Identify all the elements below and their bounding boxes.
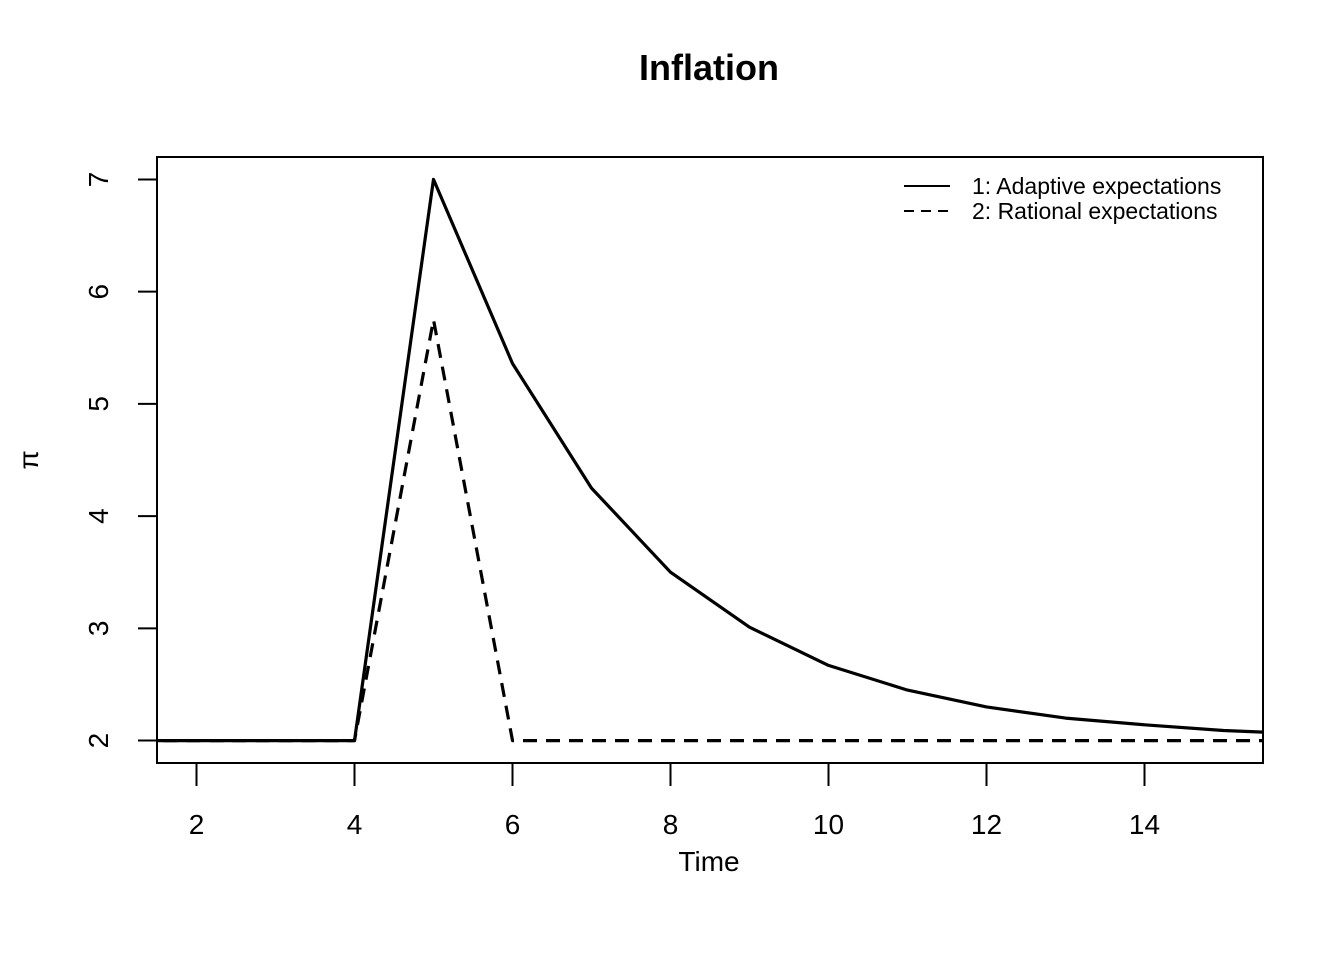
y-tick-label: 5 [83,396,114,412]
x-axis: 2 4 6 8 10 12 14 [189,763,1160,840]
series-layer [157,177,1263,743]
x-tick-label: 4 [347,809,363,840]
series-line-adaptive [157,177,1263,743]
x-tick-label: 6 [505,809,521,840]
y-tick-label: 7 [83,172,114,188]
plot-frame [156,156,1264,764]
x-tick-label: 2 [189,809,205,840]
legend-label-2: 2: Rational expectations [972,198,1218,224]
y-axis-label: π [13,450,44,469]
x-tick-label: 8 [663,809,679,840]
y-tick-label: 6 [83,284,114,300]
y-tick-label: 3 [83,621,114,637]
y-axis: 2 3 4 5 6 7 [83,172,157,749]
x-axis-label: Time [678,846,739,877]
chart-title: Inflation [639,47,779,88]
legend-label-1: 1: Adaptive expectations [972,173,1221,199]
y-tick-label: 2 [83,733,114,749]
x-tick-label: 14 [1129,809,1160,840]
x-tick-label: 10 [813,809,844,840]
series-line-rational [157,318,1263,743]
x-tick-label: 12 [971,809,1002,840]
y-tick-label: 4 [83,508,114,524]
